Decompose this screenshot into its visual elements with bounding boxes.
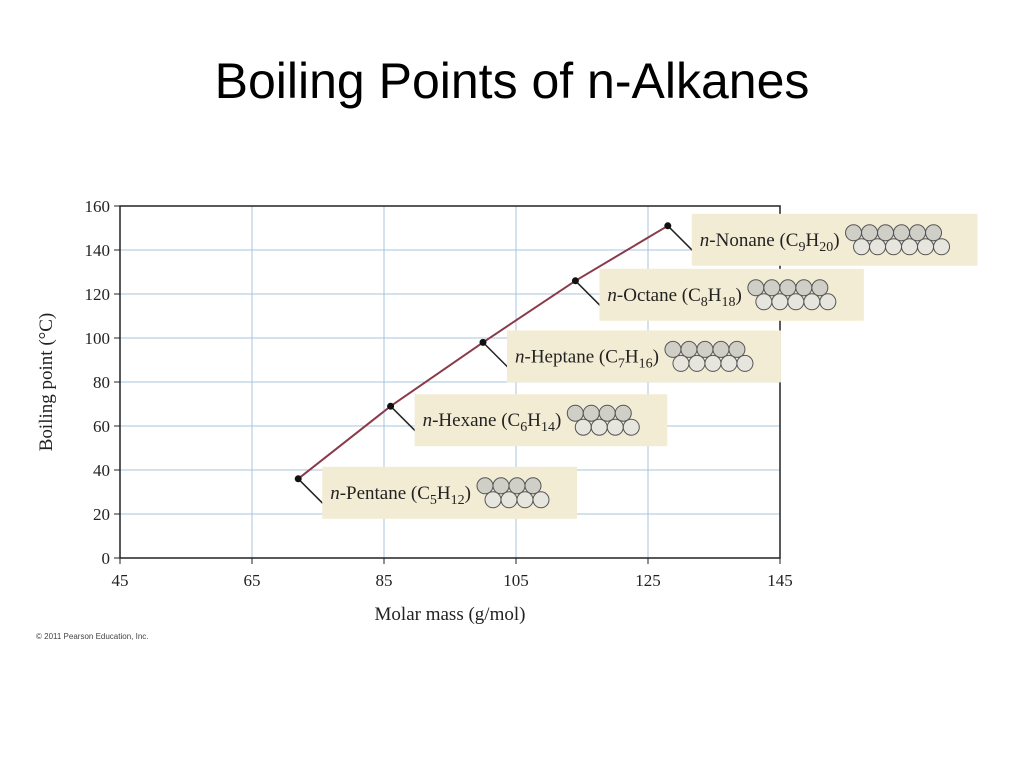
molecule-atom bbox=[524, 477, 542, 495]
molecule-atom bbox=[893, 224, 911, 242]
point-label: n-Octane (C8H18) bbox=[599, 268, 864, 321]
molecule-atom bbox=[803, 293, 821, 311]
x-tick-label: 45 bbox=[112, 571, 129, 590]
molecule-atom bbox=[853, 238, 871, 256]
molecule-atom bbox=[861, 224, 879, 242]
molecule-atom bbox=[925, 224, 943, 242]
footnote: © 2011 Pearson Education, Inc. bbox=[36, 632, 148, 641]
leader-line bbox=[390, 405, 418, 433]
point-label: n-Pentane (C5H12) bbox=[322, 466, 577, 519]
molecule-atom bbox=[901, 238, 919, 256]
molecule-atom bbox=[787, 293, 805, 311]
point-label-text: n-Nonane (C9H20) bbox=[700, 230, 840, 255]
molecule-atom bbox=[622, 418, 640, 436]
molecule-atom bbox=[672, 354, 690, 372]
molecule-atom bbox=[877, 224, 895, 242]
molecule-atom bbox=[755, 293, 773, 311]
y-tick-label: 60 bbox=[93, 417, 110, 436]
point-label-text: n-Hexane (C6H14) bbox=[423, 410, 562, 435]
y-tick-label: 80 bbox=[93, 373, 110, 392]
molecule-atom bbox=[566, 404, 584, 422]
x-tick-label: 85 bbox=[376, 571, 393, 590]
y-tick-label: 100 bbox=[85, 329, 111, 348]
molecule-atom bbox=[728, 340, 746, 358]
molecule-atom bbox=[736, 354, 754, 372]
molecule-atom bbox=[771, 293, 789, 311]
y-axis-label: Boiling point (°C) bbox=[36, 313, 57, 452]
molecule-atom bbox=[680, 340, 698, 358]
x-axis-label: Molar mass (g/mol) bbox=[375, 604, 526, 625]
leader-line bbox=[482, 341, 510, 369]
molecule-atom bbox=[492, 477, 510, 495]
y-tick-label: 20 bbox=[93, 505, 110, 524]
molecule-atom bbox=[532, 491, 550, 509]
leader-line bbox=[297, 478, 325, 506]
molecule-atom bbox=[779, 279, 797, 297]
point-label-text: n-Pentane (C5H12) bbox=[330, 483, 471, 508]
molecule-atom bbox=[933, 238, 951, 256]
data-point bbox=[571, 277, 579, 285]
point-label: n-Nonane (C9H20) bbox=[691, 213, 978, 266]
x-tick-label: 145 bbox=[767, 571, 793, 590]
molecule-atom bbox=[819, 293, 837, 311]
molecule-atom bbox=[720, 354, 738, 372]
point-label: n-Heptane (C7H16) bbox=[507, 330, 781, 383]
molecule-atom bbox=[845, 224, 863, 242]
molecule-atom bbox=[574, 418, 592, 436]
molecule-atom bbox=[763, 279, 781, 297]
y-tick-label: 40 bbox=[93, 461, 110, 480]
data-point bbox=[387, 402, 395, 410]
molecule-atom bbox=[885, 238, 903, 256]
molecule-atom bbox=[516, 491, 534, 509]
y-tick-label: 140 bbox=[85, 241, 111, 260]
data-point bbox=[294, 475, 302, 483]
molecule-atom bbox=[582, 404, 600, 422]
molecule-atom bbox=[500, 491, 518, 509]
molecule-atom bbox=[598, 404, 616, 422]
molecule-atom bbox=[696, 340, 714, 358]
molecule-atom bbox=[811, 279, 829, 297]
molecule-atom bbox=[795, 279, 813, 297]
molecule-atom bbox=[909, 224, 927, 242]
molecule-atom bbox=[614, 404, 632, 422]
y-tick-label: 160 bbox=[85, 197, 111, 216]
molecule-atom bbox=[476, 477, 494, 495]
leader-line bbox=[667, 225, 695, 253]
molecule-atom bbox=[869, 238, 887, 256]
x-tick-label: 125 bbox=[635, 571, 661, 590]
molecule-atom bbox=[747, 279, 765, 297]
molecule-atom bbox=[688, 354, 706, 372]
molecule-atom bbox=[508, 477, 526, 495]
molecule-atom bbox=[704, 354, 722, 372]
molecule-atom bbox=[664, 340, 682, 358]
molecule-atom bbox=[590, 418, 608, 436]
molecule-atom bbox=[712, 340, 730, 358]
molecule-atom bbox=[606, 418, 624, 436]
molecule-atom bbox=[484, 491, 502, 509]
molecule-atom bbox=[917, 238, 935, 256]
x-tick-label: 105 bbox=[503, 571, 529, 590]
x-tick-label: 65 bbox=[244, 571, 261, 590]
data-point bbox=[664, 222, 672, 230]
slide-title: Boiling Points of n-Alkanes bbox=[215, 53, 810, 109]
y-tick-label: 0 bbox=[102, 549, 111, 568]
point-label: n-Hexane (C6H14) bbox=[414, 394, 668, 447]
point-label-text: n-Octane (C8H18) bbox=[607, 285, 741, 310]
leader-line bbox=[574, 280, 602, 308]
point-label-text: n-Heptane (C7H16) bbox=[515, 346, 659, 371]
y-tick-label: 120 bbox=[85, 285, 111, 304]
data-point bbox=[479, 338, 487, 346]
